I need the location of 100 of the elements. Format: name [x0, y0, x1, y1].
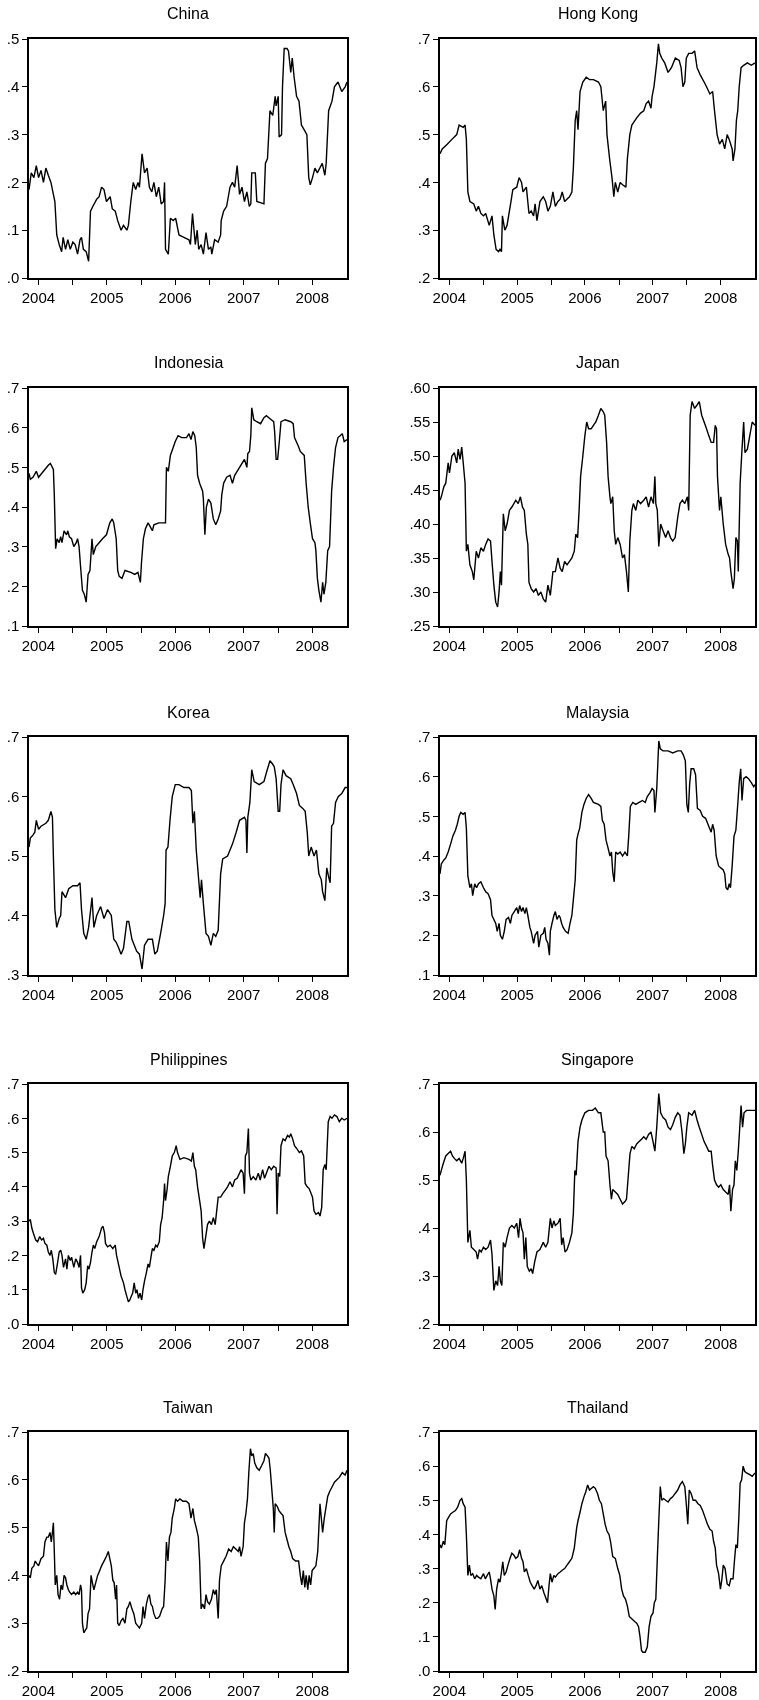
x-tick-label: 2005 [90, 288, 124, 306]
y-tick-label: .4 [6, 1566, 20, 1584]
y-tick-label: .3 [6, 966, 20, 984]
x-tick-label: 2004 [432, 288, 466, 306]
x-tick-label: 2006 [568, 288, 602, 306]
x-tick-label: 2006 [568, 1681, 602, 1699]
x-tick-label: 2007 [227, 288, 261, 306]
y-tick-label: .6 [417, 78, 431, 96]
chart-title: Philippines [150, 1051, 228, 1068]
x-tick-label: 2008 [703, 1334, 738, 1352]
y-tick-label: .3 [417, 221, 431, 239]
y-tick-label: .45 [409, 481, 431, 499]
x-tick-label: 2004 [432, 1681, 466, 1699]
x-tick-label: 2005 [90, 1334, 124, 1352]
y-tick-label: .4 [417, 1525, 431, 1543]
x-tick-label: 2005 [90, 636, 124, 654]
y-tick-label: .50 [409, 447, 431, 465]
y-tick-label: .7 [6, 1423, 20, 1441]
x-tick-label: 2008 [703, 288, 738, 306]
chart-title: Taiwan [163, 1399, 213, 1416]
y-tick-label: .4 [6, 1178, 20, 1196]
x-tick-label: 2007 [635, 1681, 670, 1699]
y-tick-label: .55 [409, 413, 431, 431]
y-tick-label: .7 [417, 1075, 431, 1093]
x-tick-label: 2004 [21, 1681, 56, 1699]
y-tick-label: .7 [6, 728, 20, 746]
x-tick-label: 2008 [703, 636, 738, 654]
x-tick-label: 2006 [568, 636, 602, 654]
x-tick-label: 2007 [635, 288, 670, 306]
x-tick-label: 2006 [158, 1681, 192, 1699]
x-tick-label: 2008 [703, 985, 738, 1003]
x-tick-label: 2007 [227, 1334, 261, 1352]
y-tick-label: .1 [6, 1280, 20, 1298]
y-tick-label: .0 [6, 269, 20, 287]
y-tick-label: .1 [417, 1628, 431, 1646]
y-tick-label: .2 [6, 173, 20, 191]
y-tick-label: .2 [6, 1662, 20, 1680]
y-tick-label: .5 [6, 458, 20, 476]
x-tick-label: 2004 [21, 636, 56, 654]
y-tick-label: .2 [6, 1246, 20, 1264]
x-tick-label: 2004 [432, 985, 466, 1003]
x-tick-label: 2006 [158, 1334, 192, 1352]
x-tick-label: 2008 [295, 985, 329, 1003]
x-tick-label: 2006 [158, 985, 192, 1003]
y-tick-label: .7 [417, 30, 431, 48]
y-tick-label: .2 [6, 577, 20, 595]
y-tick-label: .4 [417, 1219, 431, 1237]
x-tick-label: 2008 [295, 1334, 329, 1352]
y-tick-label: .6 [6, 787, 20, 805]
y-tick-label: .5 [6, 1143, 20, 1161]
y-tick-label: .3 [6, 125, 20, 143]
y-tick-label: .6 [6, 418, 20, 436]
y-tick-label: .5 [6, 30, 20, 48]
x-tick-label: 2004 [432, 1334, 466, 1352]
y-tick-label: .0 [6, 1315, 20, 1333]
y-tick-label: .3 [6, 537, 20, 555]
y-tick-label: .5 [6, 847, 20, 865]
x-tick-label: 2004 [21, 985, 56, 1003]
y-tick-label: .7 [6, 379, 20, 397]
x-tick-label: 2008 [295, 288, 329, 306]
y-tick-label: .1 [417, 966, 431, 984]
x-tick-label: 2007 [635, 636, 670, 654]
y-tick-label: .3 [6, 1614, 20, 1632]
y-tick-label: .4 [6, 906, 20, 924]
y-tick-label: .60 [409, 379, 431, 397]
x-tick-label: 2008 [703, 1681, 738, 1699]
chart-title: Korea [167, 704, 210, 721]
chart-title: Japan [576, 354, 620, 371]
y-tick-label: .2 [417, 926, 431, 944]
chart-title: China [167, 5, 209, 22]
x-tick-label: 2007 [227, 985, 261, 1003]
y-tick-label: .2 [417, 1593, 431, 1611]
y-tick-label: .3 [417, 886, 431, 904]
y-tick-label: .2 [417, 1315, 431, 1333]
chart-title: Singapore [561, 1051, 635, 1068]
y-tick-label: .4 [6, 498, 20, 516]
x-tick-label: 2008 [295, 1681, 329, 1699]
y-tick-label: .25 [409, 617, 431, 635]
chart-title: Indonesia [154, 354, 224, 371]
y-tick-label: .5 [417, 807, 431, 825]
y-tick-label: .7 [6, 1075, 20, 1093]
y-tick-label: .7 [417, 728, 431, 746]
y-tick-label: .6 [6, 1109, 20, 1127]
y-tick-label: .6 [6, 1471, 20, 1489]
chart-title: Thailand [567, 1399, 629, 1416]
x-tick-label: 2008 [295, 636, 329, 654]
chart-title: Malaysia [566, 704, 630, 721]
x-tick-label: 2007 [635, 985, 670, 1003]
x-tick-label: 2006 [158, 288, 192, 306]
x-tick-label: 2007 [227, 636, 261, 654]
y-tick-label: .40 [409, 515, 431, 533]
chart-title: Hong Kong [558, 5, 639, 22]
x-tick-label: 2005 [500, 288, 534, 306]
y-tick-label: .2 [417, 269, 431, 287]
y-tick-label: .6 [417, 1123, 431, 1141]
y-tick-label: .0 [417, 1662, 431, 1680]
x-tick-label: 2005 [90, 1681, 124, 1699]
x-tick-label: 2005 [500, 985, 534, 1003]
y-tick-label: .35 [409, 549, 431, 567]
y-tick-label: .5 [6, 1518, 20, 1536]
